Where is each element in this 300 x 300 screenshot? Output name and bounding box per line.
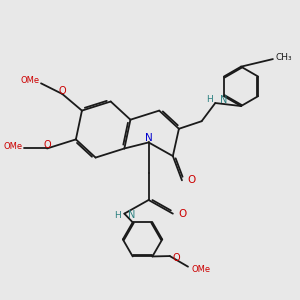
Text: O: O	[43, 140, 51, 151]
Text: CH₃: CH₃	[275, 53, 292, 62]
Text: OMe: OMe	[4, 142, 23, 151]
Text: N: N	[128, 210, 135, 220]
Text: N: N	[220, 95, 227, 105]
Text: O: O	[188, 175, 196, 185]
Text: OMe: OMe	[192, 265, 211, 274]
Text: N: N	[145, 134, 152, 143]
Text: H: H	[115, 211, 121, 220]
Text: OMe: OMe	[20, 76, 40, 85]
Text: H: H	[206, 95, 213, 104]
Text: O: O	[58, 86, 66, 96]
Text: O: O	[172, 253, 180, 262]
Text: O: O	[178, 208, 187, 219]
